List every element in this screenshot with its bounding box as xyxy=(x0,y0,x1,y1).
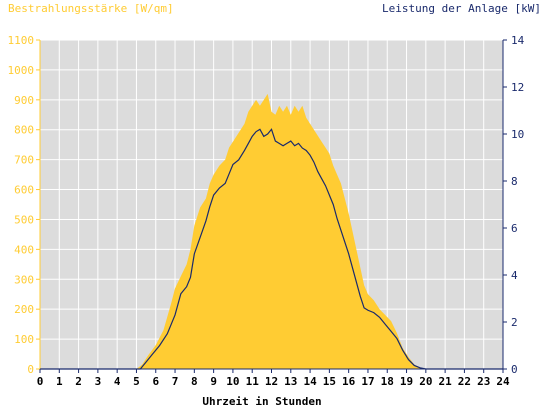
series-layer xyxy=(40,93,503,370)
left-tick-label: 100 xyxy=(14,333,34,346)
left-tick-label: 300 xyxy=(14,273,34,286)
right-tick-label: 8 xyxy=(511,175,518,188)
x-tick-label: 21 xyxy=(439,375,453,388)
series-area-irradiance xyxy=(40,93,503,369)
x-tick-label: 1 xyxy=(56,375,63,388)
x-tick-label: 9 xyxy=(210,375,217,388)
x-tick-label: 8 xyxy=(191,375,198,388)
x-tick-label: 3 xyxy=(95,375,102,388)
x-tick-label: 23 xyxy=(477,375,490,388)
right-axis-ticks: 0 2 4 6 8 10 12 14 xyxy=(503,34,525,376)
right-tick-label: 14 xyxy=(511,34,525,47)
left-tick-label: 1100 xyxy=(8,34,35,47)
left-tick-label: 900 xyxy=(14,94,34,107)
left-axis-title: Bestrahlungsstärke [W/qm] xyxy=(8,2,174,15)
right-axis-title: Leistung der Anlage [kW] xyxy=(382,2,541,15)
left-tick-label: 400 xyxy=(14,243,34,256)
right-tick-label: 12 xyxy=(511,81,524,94)
x-tick-label: 12 xyxy=(265,375,278,388)
left-tick-label: 700 xyxy=(14,154,34,167)
right-tick-label: 6 xyxy=(511,222,518,235)
x-tick-label: 13 xyxy=(284,375,297,388)
left-tick-label: 600 xyxy=(14,184,34,197)
x-tick-label: 22 xyxy=(458,375,471,388)
right-tick-label: 4 xyxy=(511,269,518,282)
x-tick-label: 14 xyxy=(303,375,317,388)
x-tick-label: 2 xyxy=(75,375,82,388)
x-tick-label: 6 xyxy=(152,375,159,388)
x-tick-label: 7 xyxy=(172,375,179,388)
x-tick-label: 4 xyxy=(114,375,121,388)
x-tick-label: 24 xyxy=(496,375,510,388)
left-tick-label: 200 xyxy=(14,303,34,316)
right-tick-label: 10 xyxy=(511,128,524,141)
right-tick-label: 2 xyxy=(511,316,518,329)
x-tick-label: 19 xyxy=(400,375,413,388)
x-tick-label: 16 xyxy=(342,375,356,388)
right-tick-label: 0 xyxy=(511,363,518,376)
x-tick-label: 15 xyxy=(323,375,336,388)
left-tick-label: 0 xyxy=(27,363,34,376)
series-line-power xyxy=(40,128,503,370)
x-tick-label: 18 xyxy=(381,375,394,388)
x-tick-label: 5 xyxy=(133,375,140,388)
x-axis-title: Uhrzeit in Stunden xyxy=(202,395,321,408)
x-tick-label: 17 xyxy=(361,375,374,388)
x-tick-label: 10 xyxy=(226,375,239,388)
x-tick-label: 11 xyxy=(246,375,260,388)
left-tick-label: 500 xyxy=(14,213,34,226)
left-tick-label: 1000 xyxy=(8,64,35,77)
x-tick-label: 0 xyxy=(37,375,44,388)
left-axis-ticks: 0 100 200 300 400 500 600 700 800 900 1000 1100 xyxy=(8,34,40,376)
left-tick-label: 800 xyxy=(14,124,34,137)
x-tick-label: 20 xyxy=(419,375,432,388)
x-axis-ticks: 0 1 2 3 4 5 6 7 8 9 10 11 12 13 14 15 16 17 18 19 20 21 22 23 24 xyxy=(37,369,510,388)
